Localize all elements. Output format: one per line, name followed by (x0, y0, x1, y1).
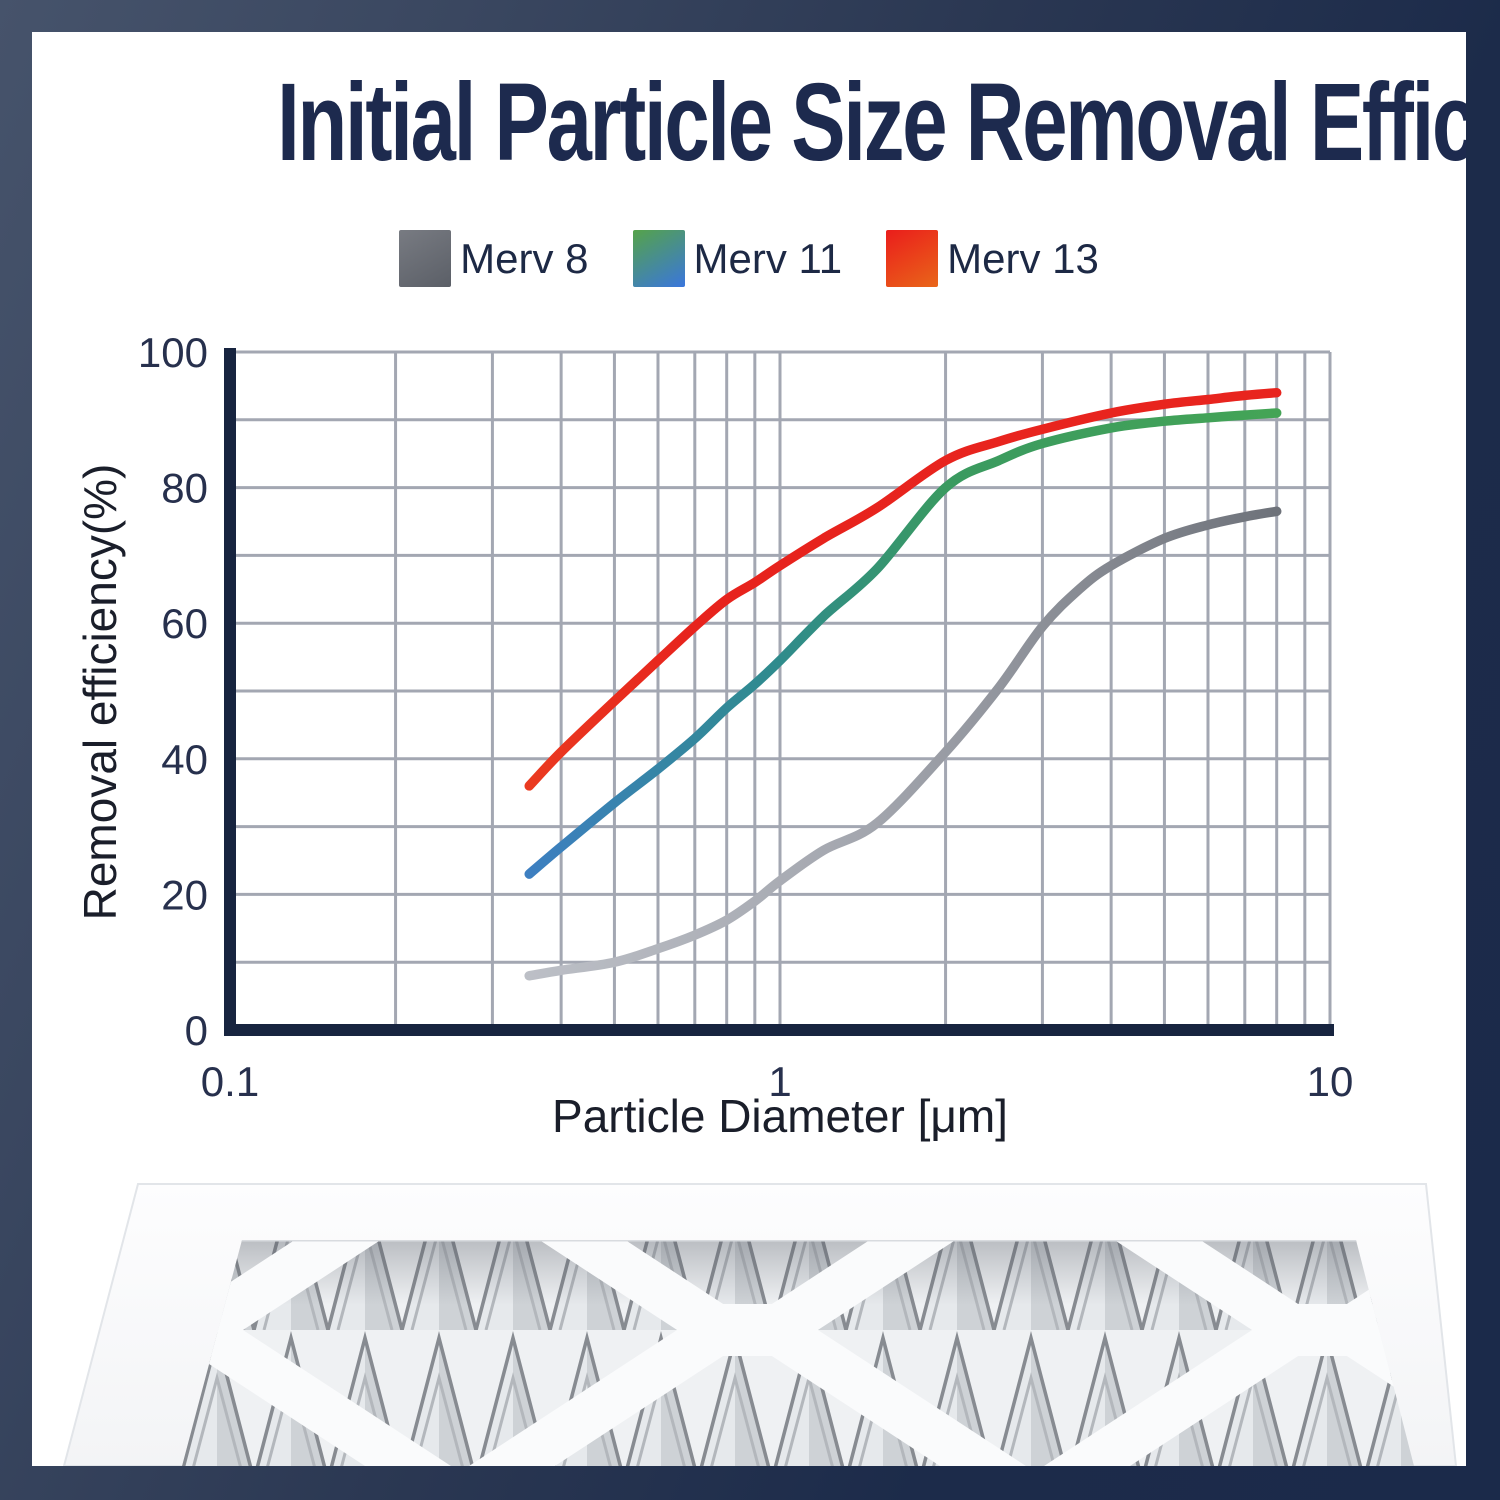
chart-tick-labels: 0 20 40 60 80 100 0.1 1 10 (138, 332, 1353, 1105)
chart-axes (224, 348, 1334, 1036)
chart-gridlines (230, 350, 1332, 1030)
legend-item-merv13: Merv 13 (886, 230, 1099, 287)
chart-curves (524, 387, 1282, 981)
legend-label: Merv 11 (693, 234, 843, 282)
merv13-swatch-icon (886, 230, 939, 287)
title-wrap: Initial Particle Size Removal Efficiency (32, 68, 1466, 178)
curve-merv8 (524, 506, 1282, 981)
page-title: Initial Particle Size Removal Efficiency (277, 61, 1466, 184)
y-tick-label: 40 (161, 736, 208, 783)
y-tick-label: 20 (161, 871, 208, 918)
efficiency-line-chart: 0 20 40 60 80 100 0.1 1 10 Particle Diameter [μm… (74, 332, 1353, 1142)
y-axis-title: Removal efficiency(%) (74, 464, 126, 921)
content-card: Initial Particle Size Removal Efficiency… (32, 32, 1466, 1466)
x-tick-label: 0.1 (201, 1058, 259, 1105)
air-filter-image (62, 1183, 1458, 1466)
merv8-swatch-icon (399, 230, 452, 287)
y-tick-label: 100 (138, 332, 208, 376)
x-axis-title: Particle Diameter [μm] (552, 1090, 1008, 1142)
x-tick-label: 1 (768, 1058, 791, 1105)
legend-label: Merv 13 (947, 234, 1099, 282)
merv11-swatch-icon (632, 230, 685, 287)
curve-merv13 (524, 387, 1282, 791)
legend-item-merv11: Merv 11 (632, 230, 843, 287)
legend-label: Merv 8 (460, 234, 589, 282)
filter-media (182, 1240, 1414, 1466)
y-tick-label: 0 (185, 1007, 208, 1054)
y-tick-label: 80 (161, 465, 208, 512)
legend-item-merv8: Merv 8 (399, 230, 589, 287)
y-tick-label: 60 (161, 600, 208, 647)
x-tick-label: 10 (1307, 1058, 1354, 1105)
chart-legend: Merv 8 Merv 11 Merv 13 (32, 230, 1466, 287)
curve-merv11 (524, 408, 1282, 879)
